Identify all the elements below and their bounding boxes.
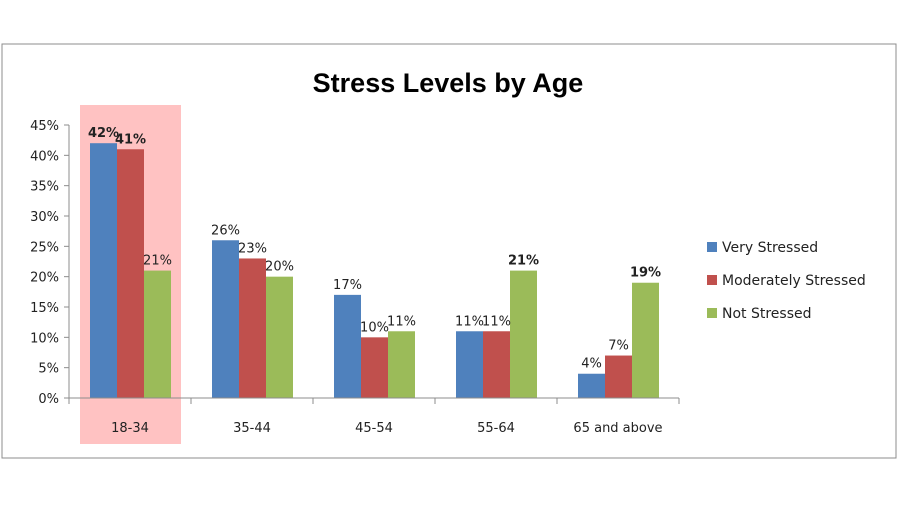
bar [388,331,415,398]
bar [212,240,239,398]
data-label: 11% [455,314,484,329]
x-tick-label: 18-34 [111,421,149,436]
bar [90,143,117,398]
y-tick-label: 0% [38,392,59,407]
y-axis-ticks: 0% 5% 10% 15% 20% 25% 30% 35% 40% 45% [30,119,69,407]
bar [239,258,266,398]
legend-swatch [707,308,717,318]
y-tick-label: 15% [30,301,59,316]
y-tick-label: 45% [30,119,59,134]
data-label: 41% [115,132,146,147]
y-tick-label: 35% [30,180,59,195]
legend-swatch [707,242,717,252]
x-axis-labels: 18-34 35-44 45-54 55-64 65 and above [111,421,662,436]
legend-label: Not Stressed [722,306,812,322]
bars [90,143,659,398]
y-tick-label: 10% [30,331,59,346]
bar [334,294,361,398]
y-tick-label: 5% [38,362,59,377]
legend: Very Stressed Moderately Stressed Not Stre… [707,240,866,322]
bar [144,270,171,398]
bar [361,337,388,398]
data-label: 21% [143,254,172,269]
y-tick-label: 25% [30,240,59,255]
legend-swatch [707,275,717,285]
data-label: 21% [508,254,539,269]
data-label: 10% [360,320,389,335]
bar [632,282,659,398]
data-label: 7% [608,339,629,354]
data-label: 23% [238,241,267,256]
data-label: 17% [333,278,362,293]
bar [510,270,537,398]
bar [266,276,293,398]
x-tick-label: 35-44 [233,421,271,436]
data-label: 26% [211,223,240,238]
legend-label: Very Stressed [722,240,818,256]
data-label: 11% [387,314,416,329]
y-tick-label: 40% [30,149,59,164]
data-label: 4% [581,357,602,372]
y-tick-label: 20% [30,271,59,286]
bar [483,331,510,398]
data-label: 19% [630,266,661,281]
x-tick-label: 65 and above [573,421,662,436]
x-axis-ticks [68,398,680,404]
y-tick-label: 30% [30,210,59,225]
bar [456,331,483,398]
bar [117,149,144,398]
x-tick-label: 45-54 [355,421,393,436]
bar [578,373,605,398]
value-labels: 42%26%17%11%4%41%23%10% 11%7%21% 20%11%21%… [88,126,661,372]
chart-title: Stress Levels by Age [313,68,584,98]
bar [605,355,632,398]
data-label: 42% [88,126,119,141]
legend-label: Moderately Stressed [722,273,866,289]
x-tick-label: 55-64 [477,421,515,436]
data-label: 20% [265,260,294,275]
data-label: 11% [482,314,511,329]
